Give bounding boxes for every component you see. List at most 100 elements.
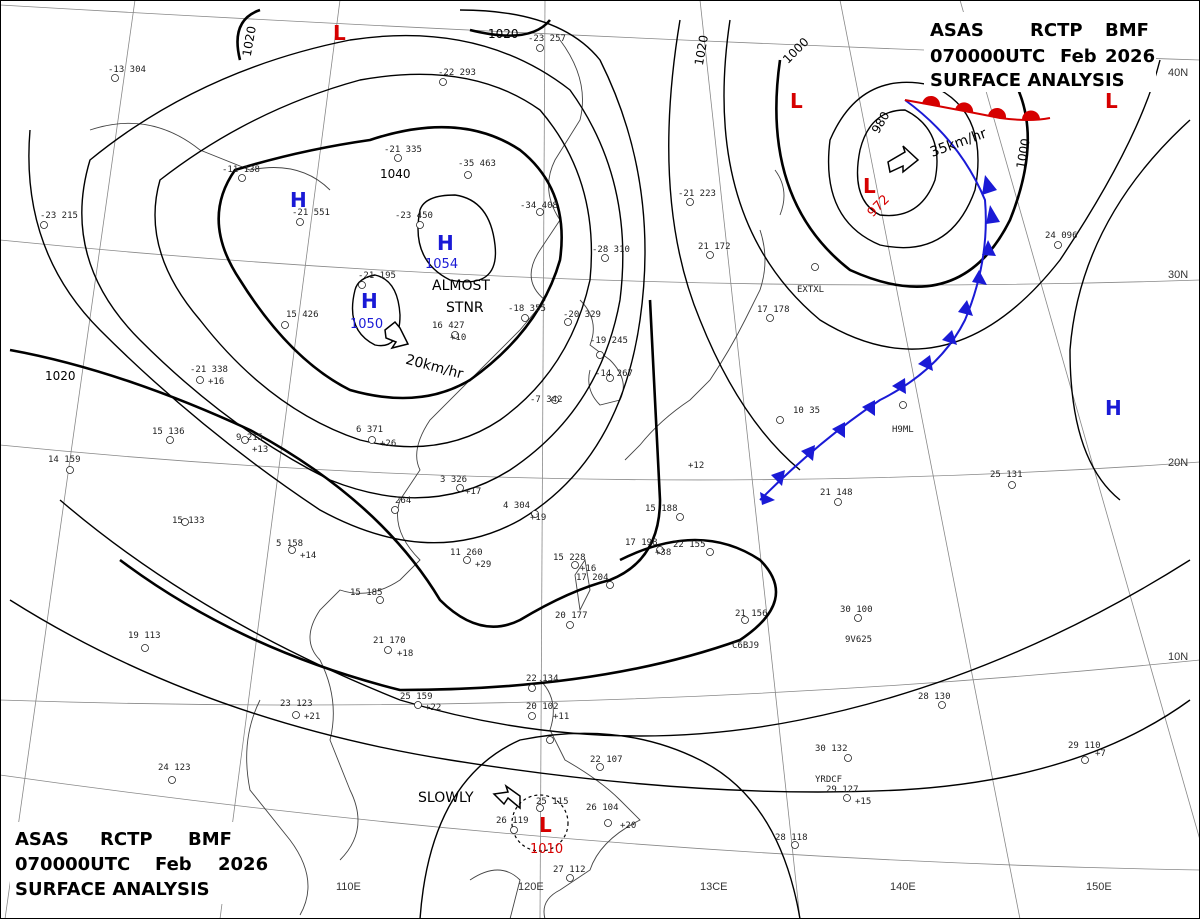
isobar-ring-2 (81, 34, 624, 499)
barb (972, 270, 987, 285)
station-label: C6BJ9 (732, 641, 759, 651)
station-marker (414, 701, 422, 709)
station-marker (766, 314, 774, 322)
barb (958, 300, 973, 316)
bump (988, 107, 1007, 118)
footer-line2-item: Feb (155, 854, 192, 875)
barb (918, 355, 933, 371)
station-label: -20 329 (563, 310, 601, 320)
station-label: +29 (475, 560, 491, 570)
motion-arrows (384, 145, 920, 810)
station-label: 21 156 (735, 609, 768, 619)
arrow-low-nw (492, 784, 521, 810)
lon-label-120e: 120E (518, 881, 544, 893)
station-label: 26 119 (496, 816, 529, 826)
cold-front (759, 99, 1000, 505)
lat-label-10n: 10N (1168, 651, 1188, 663)
isobar-1040 (217, 125, 563, 400)
high-center-1050: H (361, 289, 378, 313)
station-label: -21 223 (678, 189, 716, 199)
low-center-sakhalin: L (790, 89, 803, 113)
lat-line-20n (0, 444, 1200, 481)
station-label: 3 326 (440, 475, 467, 485)
station-label: 29 110 (1068, 741, 1101, 751)
high-center-1054: H (437, 231, 454, 255)
lon-line-150e (959, 0, 1200, 841)
station-label: 9V625 (845, 635, 872, 645)
station-marker (439, 78, 447, 86)
station-label: +15 (855, 797, 871, 807)
station-marker (292, 711, 300, 719)
station-label: 22 134 (526, 674, 559, 684)
isobar-low-980 (856, 109, 938, 217)
station-marker (899, 401, 907, 409)
station-label: 17 198 (625, 538, 658, 548)
low-center-north: L (333, 21, 346, 45)
station-marker (528, 712, 536, 720)
header-top-right: ASAS RCTP BMF 070000UTC Feb 2026 SURFACE… (924, 12, 1156, 92)
isobar-1020-east (119, 538, 778, 692)
station-label: 17 178 (757, 305, 790, 315)
station-marker (741, 616, 749, 624)
isobar-label: 1000 (1014, 137, 1033, 170)
station-marker (384, 646, 392, 654)
station-marker (196, 376, 204, 384)
station-marker (1081, 756, 1089, 764)
coast-borneo (469, 869, 521, 919)
isobar-1020-west (9, 299, 662, 628)
station-marker (601, 254, 609, 262)
station-label: H9ML (892, 425, 914, 435)
lat-line-10n (0, 659, 1200, 706)
station-label: 22 107 (590, 755, 623, 765)
station-label: +38 (655, 548, 671, 558)
lon-line-130e (699, 0, 801, 919)
station-label: YRDCF (815, 775, 842, 785)
station-label: 15 188 (645, 504, 678, 514)
station-marker (571, 561, 579, 569)
station-label: -23 450 (395, 211, 433, 221)
isobar-low-ring-1 (827, 81, 979, 249)
station-label: -7 342 (530, 395, 563, 405)
station-marker (791, 841, 799, 849)
station-label: 30 100 (840, 605, 873, 615)
station-label: 17 204 (576, 573, 609, 583)
high-center-mongolia: H (290, 188, 307, 212)
station-label: +10 (450, 333, 466, 343)
station-label: 26 104 (586, 803, 619, 813)
station-marker (686, 198, 694, 206)
isobar-label: 1020 (692, 34, 711, 67)
header-line2-item: Feb (1060, 46, 1097, 67)
isobar-label: 1020 (240, 25, 259, 58)
header-line1-item: BMF (1105, 20, 1149, 41)
header-top-right-bg (924, 12, 1156, 92)
station-marker (844, 754, 852, 762)
lon-line-120e (539, 0, 546, 919)
header-line1-item: ASAS (930, 20, 984, 41)
station-label: 10 35 (793, 406, 820, 416)
pressure-centers: H H 1054 H 1050 L 972 L L L H L 1010 (290, 21, 1122, 857)
bump (955, 102, 974, 113)
isobar-south-1 (59, 499, 1191, 737)
station-label: -34 408 (520, 201, 558, 211)
footer-line2-item: 070000UTC (15, 854, 130, 875)
coast-japan (624, 169, 785, 461)
motion-label-slowly: SLOWLY (418, 790, 474, 806)
station-label: +11 (553, 712, 569, 722)
high-center-pacific: H (1105, 396, 1122, 420)
low-center-972: L (863, 174, 876, 198)
isobar-east-1 (668, 19, 801, 471)
coast-indochina (246, 659, 359, 916)
station-marker (111, 74, 119, 82)
station-marker (596, 763, 604, 771)
station-marker (1008, 481, 1016, 489)
lon-label-150e: 150E (1086, 881, 1112, 893)
station-label: +22 (425, 703, 441, 713)
lon-line-100e (4, 0, 136, 919)
barb (892, 378, 906, 394)
station-marker (606, 581, 614, 589)
station-label: 15 228 (553, 553, 586, 563)
station-marker (141, 644, 149, 652)
lat-label-30n: 30N (1168, 269, 1188, 281)
station-marker (706, 548, 714, 556)
